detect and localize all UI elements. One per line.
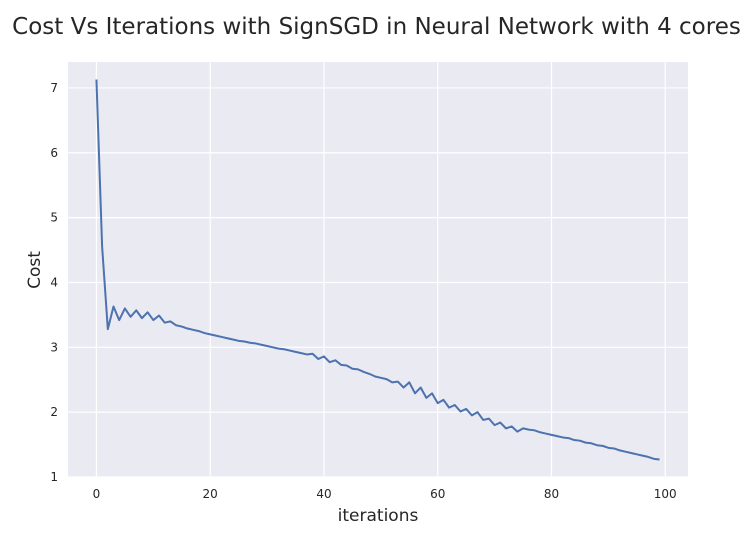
y-tick-label: 1 xyxy=(50,470,58,484)
y-axis-label: Cost xyxy=(25,251,45,289)
x-axis-label: iterations xyxy=(338,506,419,526)
x-tick-label: 100 xyxy=(654,487,677,501)
y-tick-label: 5 xyxy=(50,211,58,225)
series-layer xyxy=(95,79,660,461)
x-tick-label: 40 xyxy=(316,487,331,501)
grid-lines xyxy=(68,62,688,478)
x-tick-label: 80 xyxy=(544,487,559,501)
chart-title: Cost Vs Iterations with SignSGD in Neura… xyxy=(12,14,741,40)
y-tick-label: 2 xyxy=(50,405,58,419)
y-tick-label: 6 xyxy=(50,146,58,160)
series-line xyxy=(95,79,660,461)
x-tick-label: 60 xyxy=(430,487,445,501)
x-tick-label: 0 xyxy=(93,487,101,501)
y-tick-label: 4 xyxy=(50,275,58,289)
y-tick-label: 3 xyxy=(50,340,58,354)
x-tick-label: 20 xyxy=(203,487,218,501)
plot-background xyxy=(68,62,688,477)
tick-labels: 0 20 40 60 80 100 1 2 3 4 5 6 7 xyxy=(50,81,676,501)
y-tick-label: 7 xyxy=(50,81,58,95)
